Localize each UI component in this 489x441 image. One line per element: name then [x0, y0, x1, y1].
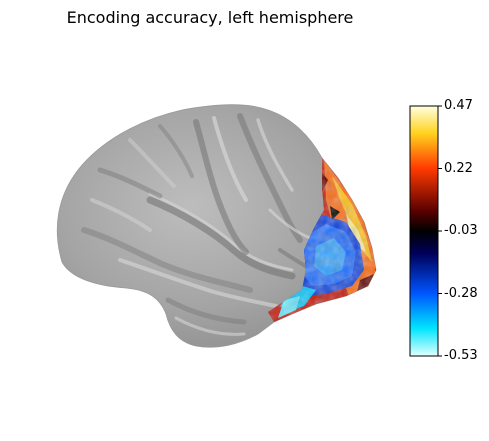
colorbar-tick-label: 0.47: [444, 99, 473, 113]
colorbar-ticks: [438, 106, 442, 356]
colorbar-tick-label: -0.53: [444, 349, 478, 363]
colorbar: [410, 106, 438, 356]
colorbar-tick-label: -0.03: [444, 224, 478, 238]
colorbar-tick-label: 0.22: [444, 162, 473, 176]
colorbar-tick-label: -0.28: [444, 287, 478, 301]
